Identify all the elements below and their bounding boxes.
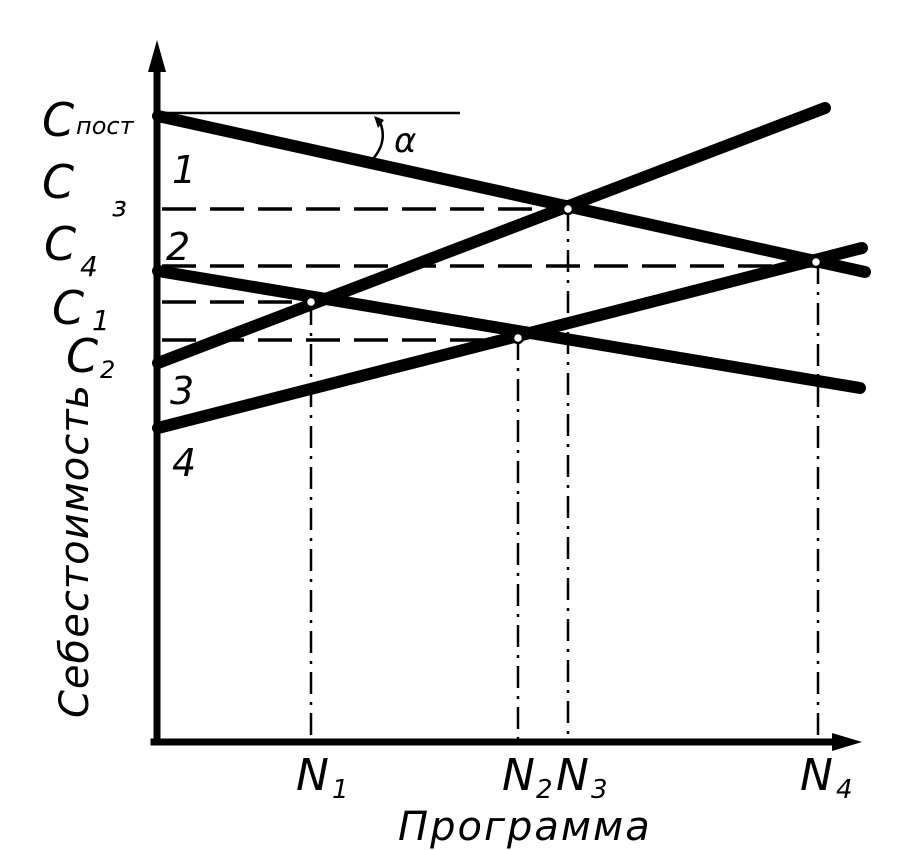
line-2: [152, 265, 866, 394]
intersection-point-n4: [809, 255, 823, 269]
line-number-1: 1: [172, 148, 196, 192]
intersection-point-n2: [511, 331, 525, 345]
line-number-2: 2: [166, 225, 190, 269]
label-n2: N: [502, 750, 535, 801]
label-c4: С: [44, 217, 76, 271]
x-axis-arrow: [832, 733, 862, 751]
label-n1-sub: 1: [332, 775, 349, 805]
line-3: [152, 102, 831, 369]
label-n3-sub: 3: [591, 775, 608, 805]
y-axis-title: Себестоимость: [52, 384, 98, 718]
label-c-post-sub: пост: [76, 112, 135, 140]
line-4: [152, 242, 868, 434]
label-c1: С: [52, 281, 84, 335]
label-c-post: С: [42, 93, 74, 147]
intersection-point-n3: [561, 202, 575, 216]
label-c2: С: [66, 329, 98, 383]
label-n4: N: [800, 750, 833, 801]
label-c4-sub: 4: [80, 250, 98, 283]
label-n4-sub: 4: [836, 775, 853, 805]
y-axis-arrow: [148, 40, 166, 72]
label-c1-sub: 1: [92, 304, 110, 337]
label-n1: N: [296, 750, 329, 801]
line-number-4: 4: [172, 441, 196, 485]
label-c2-sub: 2: [100, 356, 115, 384]
x-axis-title: Программа: [398, 804, 652, 850]
line-1: [152, 110, 871, 278]
line-number-3: 3: [170, 369, 194, 413]
label-n2-sub: 2: [536, 775, 553, 805]
label-n3: N: [556, 750, 589, 801]
intersection-point-n1: [304, 295, 318, 309]
angle-arc-arrow-top: [374, 116, 384, 128]
label-c3-sub: з: [112, 190, 127, 223]
label-c3: С: [42, 155, 74, 209]
angle-label: α: [394, 121, 416, 161]
